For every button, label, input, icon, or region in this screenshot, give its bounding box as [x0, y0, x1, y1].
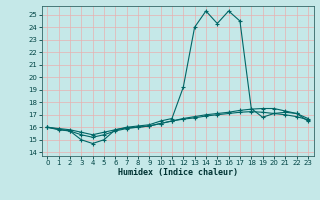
X-axis label: Humidex (Indice chaleur): Humidex (Indice chaleur) — [118, 168, 237, 177]
